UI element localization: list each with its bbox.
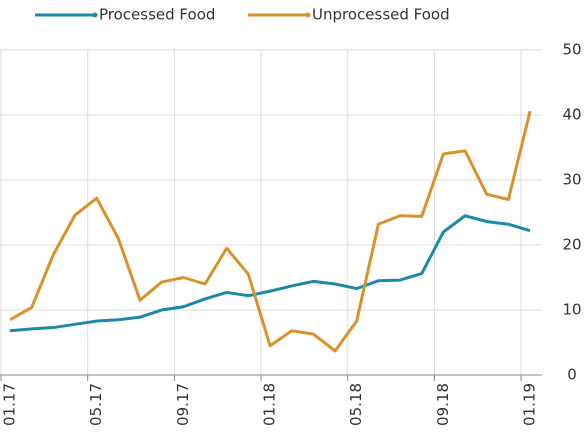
legend-dot <box>92 12 98 18</box>
line-series <box>9 214 531 333</box>
y-tick-label: 0 <box>567 366 577 384</box>
y-tick-label: 10 <box>562 301 581 319</box>
x-tick-label: 09.17 <box>174 383 192 426</box>
x-tick-label: 05.17 <box>87 383 105 426</box>
y-tick-label: 40 <box>562 106 581 124</box>
legend-dot <box>305 12 311 18</box>
x-tick-label: 01.18 <box>261 383 279 426</box>
x-tick-label: 05.18 <box>347 383 365 426</box>
legend-label: Unprocessed Food <box>312 6 450 24</box>
legend-label: Processed Food <box>99 6 215 24</box>
y-tick-label: 20 <box>562 236 581 254</box>
y-tick-label: 30 <box>562 171 581 189</box>
y-tick-label: 50 <box>562 41 581 59</box>
x-tick-label: 09.18 <box>434 383 452 426</box>
x-tick-label: 01.17 <box>1 383 19 426</box>
line-series <box>9 110 532 353</box>
x-tick-label: 01.19 <box>521 383 539 426</box>
